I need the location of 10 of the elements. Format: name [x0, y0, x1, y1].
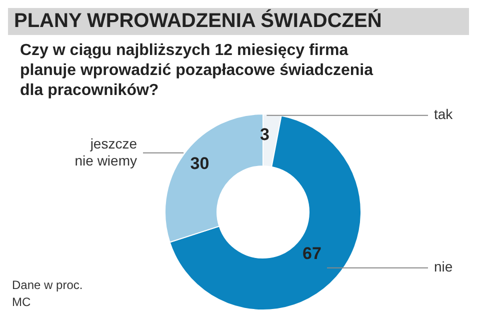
text: Dane w proc. [12, 277, 83, 294]
slice-label: tak [434, 106, 454, 122]
chart-subtitle: Czy w ciągu najbliższych 12 miesięcy firma planuje wprowadzić pozapłacowe świadczenia dla pracowników? [19, 41, 374, 101]
slice-label: nie [434, 258, 453, 275]
text: MC [12, 294, 32, 311]
slice-label: jeszcze nie wiemy [74, 136, 138, 169]
data-label: 3 [260, 124, 270, 144]
data-label: 30 [190, 154, 210, 174]
data-label: 67 [302, 244, 322, 264]
chart-title: PLANY WPROWADZENIA ŚWIADCZEŃ [8, 8, 469, 35]
